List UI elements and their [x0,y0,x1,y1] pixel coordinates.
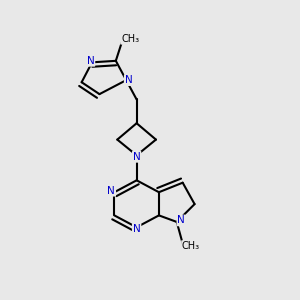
Text: CH₃: CH₃ [182,241,200,251]
Text: CH₃: CH₃ [121,34,139,44]
Text: N: N [133,152,140,162]
Text: N: N [133,224,140,234]
Text: N: N [177,215,185,225]
Text: N: N [125,75,133,85]
Text: N: N [87,56,94,66]
Text: N: N [107,186,115,196]
